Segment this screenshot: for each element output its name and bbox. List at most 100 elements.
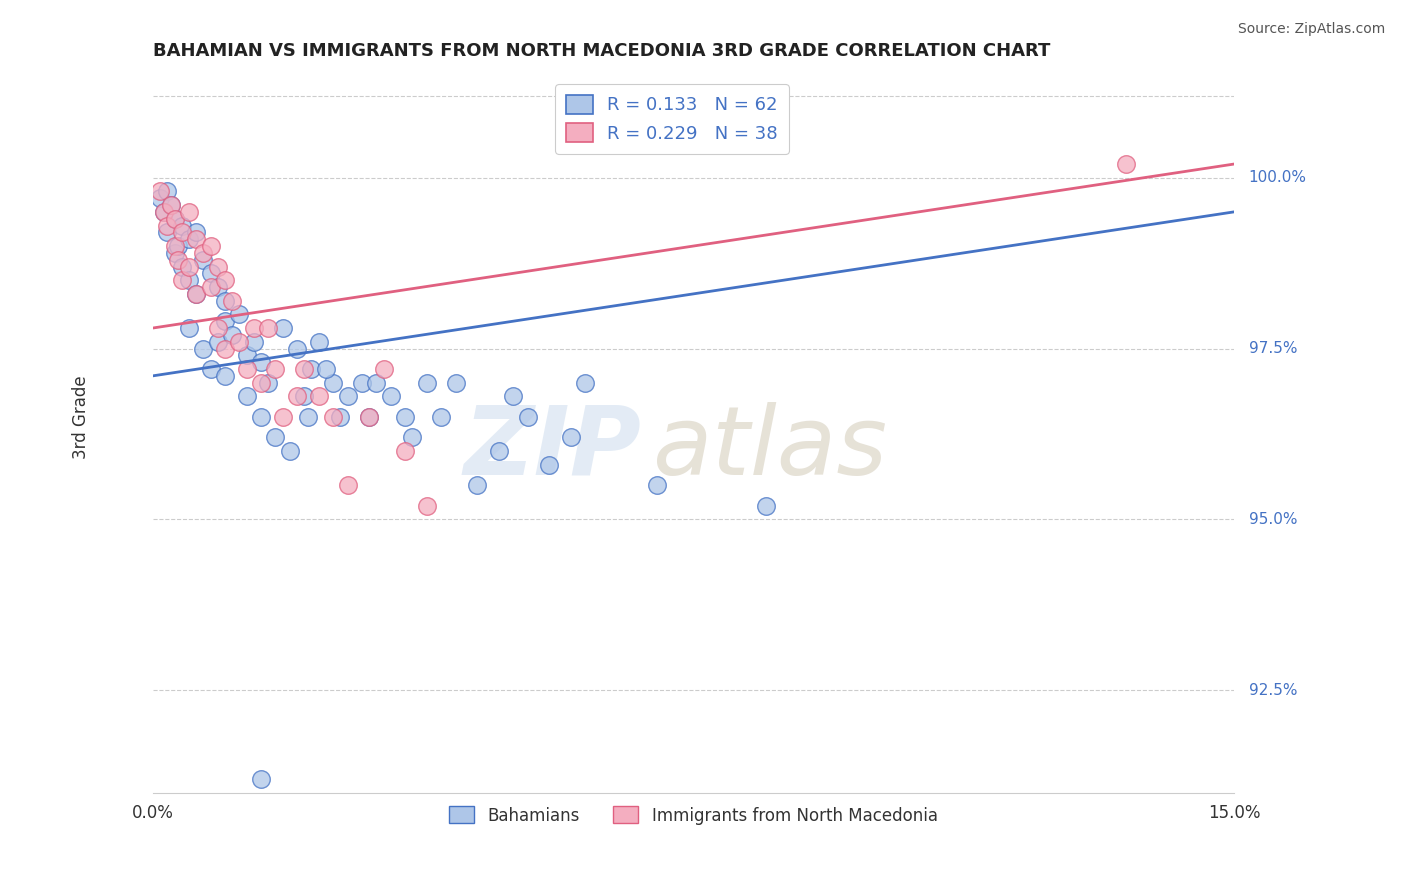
Point	[228, 334, 250, 349]
Point	[170, 225, 193, 239]
Point	[250, 376, 273, 390]
Point	[221, 327, 243, 342]
Point	[170, 219, 193, 233]
Point	[264, 430, 287, 444]
Point	[308, 389, 330, 403]
Point	[394, 409, 416, 424]
Point	[373, 362, 395, 376]
Point	[502, 389, 524, 403]
Point	[156, 185, 179, 199]
Point	[156, 225, 179, 239]
Point	[292, 389, 315, 403]
Point	[177, 273, 200, 287]
Point	[163, 211, 186, 226]
Point	[285, 342, 308, 356]
Point	[167, 239, 190, 253]
Point	[221, 293, 243, 308]
Text: 3rd Grade: 3rd Grade	[72, 375, 90, 458]
Point	[308, 334, 330, 349]
Point	[200, 266, 222, 280]
Point	[152, 205, 174, 219]
Point	[207, 334, 229, 349]
Point	[184, 286, 207, 301]
Point	[416, 499, 439, 513]
Point	[243, 321, 266, 335]
Point	[228, 307, 250, 321]
Point	[292, 362, 315, 376]
Point	[278, 444, 301, 458]
Point	[271, 321, 294, 335]
Point	[177, 260, 200, 274]
Point	[193, 245, 215, 260]
Point	[235, 348, 257, 362]
Point	[322, 409, 344, 424]
Point	[184, 286, 207, 301]
Text: 92.5%: 92.5%	[1249, 682, 1296, 698]
Point	[297, 409, 319, 424]
Point	[401, 430, 423, 444]
Point	[394, 444, 416, 458]
Point	[1115, 157, 1137, 171]
Point	[416, 376, 439, 390]
Point	[250, 355, 273, 369]
Point	[214, 342, 236, 356]
Point	[315, 362, 337, 376]
Point	[160, 198, 183, 212]
Point	[350, 376, 373, 390]
Point	[193, 342, 215, 356]
Point	[193, 252, 215, 267]
Point	[177, 321, 200, 335]
Text: BAHAMIAN VS IMMIGRANTS FROM NORTH MACEDONIA 3RD GRADE CORRELATION CHART: BAHAMIAN VS IMMIGRANTS FROM NORTH MACEDO…	[153, 42, 1050, 60]
Point	[465, 478, 488, 492]
Point	[207, 260, 229, 274]
Point	[250, 409, 273, 424]
Point	[214, 314, 236, 328]
Point	[170, 273, 193, 287]
Point	[167, 252, 190, 267]
Point	[264, 362, 287, 376]
Legend: Bahamians, Immigrants from North Macedonia: Bahamians, Immigrants from North Macedon…	[439, 797, 948, 835]
Point	[235, 389, 257, 403]
Point	[214, 368, 236, 383]
Text: ZIP: ZIP	[464, 401, 643, 495]
Point	[149, 191, 172, 205]
Point	[755, 499, 778, 513]
Point	[336, 478, 359, 492]
Point	[647, 478, 669, 492]
Point	[322, 376, 344, 390]
Point	[285, 389, 308, 403]
Point	[243, 334, 266, 349]
Text: 100.0%: 100.0%	[1249, 170, 1306, 186]
Text: 97.5%: 97.5%	[1249, 341, 1296, 356]
Point	[163, 211, 186, 226]
Point	[538, 458, 561, 472]
Point	[149, 185, 172, 199]
Text: 95.0%: 95.0%	[1249, 512, 1296, 527]
Point	[359, 409, 381, 424]
Point	[301, 362, 323, 376]
Point	[200, 362, 222, 376]
Text: atlas: atlas	[652, 401, 887, 495]
Point	[271, 409, 294, 424]
Point	[574, 376, 596, 390]
Point	[200, 280, 222, 294]
Point	[177, 205, 200, 219]
Point	[235, 362, 257, 376]
Point	[200, 239, 222, 253]
Point	[207, 280, 229, 294]
Point	[488, 444, 510, 458]
Point	[156, 219, 179, 233]
Point	[177, 232, 200, 246]
Point	[257, 376, 280, 390]
Point	[560, 430, 582, 444]
Point	[430, 409, 453, 424]
Text: Source: ZipAtlas.com: Source: ZipAtlas.com	[1237, 22, 1385, 37]
Point	[444, 376, 467, 390]
Point	[170, 260, 193, 274]
Point	[163, 245, 186, 260]
Point	[214, 293, 236, 308]
Point	[380, 389, 402, 403]
Point	[152, 205, 174, 219]
Point	[214, 273, 236, 287]
Point	[184, 232, 207, 246]
